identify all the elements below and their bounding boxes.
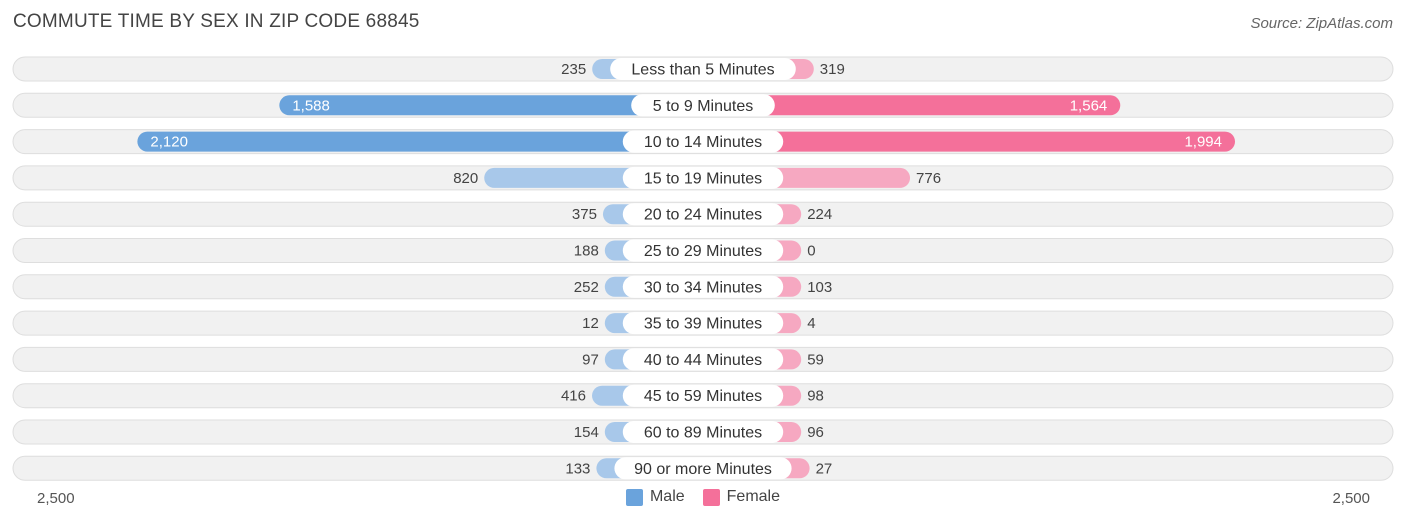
value-label-female: 59 — [807, 351, 824, 368]
value-label-female: 103 — [807, 279, 832, 296]
value-label-female: 4 — [807, 315, 815, 332]
category-label: 30 to 34 Minutes — [644, 279, 762, 296]
category-label-bg — [610, 58, 796, 80]
category-label-bg — [622, 203, 784, 226]
value-label-female: 1,994 — [1184, 134, 1222, 151]
category-label-bg — [622, 275, 784, 298]
value-label-female: 27 — [816, 460, 833, 477]
bar-male — [279, 95, 703, 116]
value-label-female: 96 — [807, 424, 824, 441]
legend-label-male: Male — [649, 488, 685, 505]
value-label-male: 97 — [582, 351, 599, 368]
value-label-male: 416 — [561, 388, 586, 405]
value-label-female: 319 — [820, 61, 845, 78]
category-label: 25 to 29 Minutes — [644, 243, 762, 260]
legend-swatch-male — [625, 488, 643, 506]
legend: Male Female — [0, 488, 1406, 506]
value-label-female: 0 — [807, 243, 815, 260]
value-label-male: 1,588 — [292, 97, 330, 114]
value-label-male: 133 — [565, 460, 590, 477]
category-label: 40 to 44 Minutes — [644, 352, 762, 369]
bar-female — [703, 95, 1121, 116]
bar-female — [703, 131, 1235, 152]
value-label-female: 776 — [916, 170, 941, 187]
value-label-male: 235 — [561, 61, 586, 78]
legend-item-female[interactable]: Female — [702, 488, 781, 506]
category-label: Less than 5 Minutes — [631, 62, 774, 79]
bar-male — [137, 131, 703, 152]
axis-label-left: 2,500 — [37, 490, 75, 507]
value-label-male: 375 — [572, 206, 597, 223]
value-label-male: 820 — [453, 170, 478, 187]
category-label: 10 to 14 Minutes — [644, 134, 762, 151]
category-label-bg — [622, 312, 784, 335]
category-label: 90 or more Minutes — [634, 461, 772, 478]
value-label-female: 224 — [807, 206, 832, 223]
category-label: 5 to 9 Minutes — [653, 98, 754, 115]
value-label-male: 188 — [574, 243, 599, 260]
category-label-bg — [622, 384, 784, 407]
axis-label-right: 2,500 — [1332, 490, 1370, 507]
value-label-female: 1,564 — [1070, 97, 1108, 114]
source-label: Source: ZipAtlas.com — [1250, 15, 1393, 32]
legend-item-male[interactable]: Male — [625, 488, 685, 506]
category-label: 15 to 19 Minutes — [644, 170, 762, 187]
value-label-male: 12 — [582, 315, 599, 332]
category-label-bg — [622, 239, 784, 262]
category-label-bg — [622, 348, 784, 371]
category-label-bg — [614, 457, 792, 480]
category-label-bg — [622, 166, 784, 189]
legend-swatch-female — [702, 488, 720, 506]
category-label-bg — [622, 421, 784, 443]
category-label: 20 to 24 Minutes — [644, 207, 762, 224]
value-label-male: 2,120 — [150, 134, 188, 151]
commute-chart: Less than 5 Minutes 235 319 5 to 9 Minutes 1… — [12, 56, 1394, 481]
category-label: 35 to 39 Minutes — [644, 316, 762, 333]
category-label-bg — [631, 94, 775, 117]
value-label-female: 98 — [807, 388, 824, 405]
value-label-male: 154 — [574, 424, 599, 441]
category-label: 60 to 89 Minutes — [644, 425, 762, 442]
value-label-male: 252 — [574, 279, 599, 296]
legend-label-female: Female — [726, 488, 781, 505]
category-label-bg — [622, 130, 784, 153]
category-label: 45 to 59 Minutes — [644, 388, 762, 405]
chart-title: COMMUTE TIME BY SEX IN ZIP CODE 68845 — [13, 11, 420, 32]
